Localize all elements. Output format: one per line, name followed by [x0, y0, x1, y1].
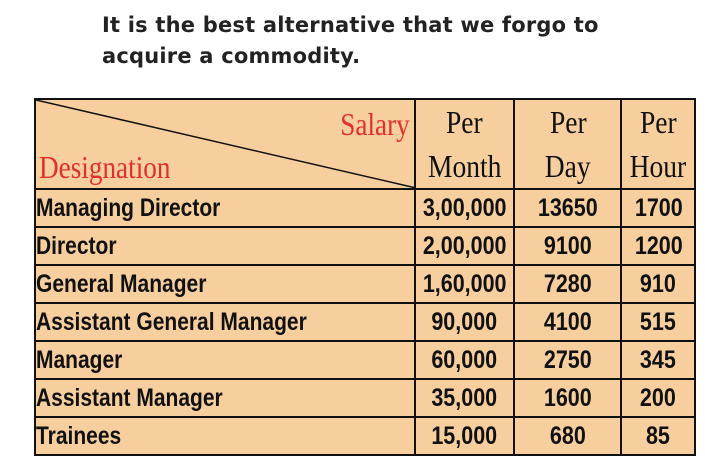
month-value: 60,000 — [431, 345, 498, 374]
hour-cell: 85 — [620, 416, 697, 456]
table-row: General Manager 1,60,000 7280 910 — [34, 264, 697, 304]
designation-cell: Assistant Manager — [34, 378, 416, 418]
hour-value: 910 — [640, 269, 677, 298]
designation-cell: Director — [34, 226, 416, 266]
hour-cell: 910 — [620, 264, 697, 304]
designation-text: Assistant General Manager — [36, 307, 307, 336]
designation-cell: Trainees — [34, 416, 416, 456]
table-row: Director 2,00,000 9100 1200 — [34, 226, 697, 266]
diagonal-divider — [37, 101, 413, 187]
day-cell: 1600 — [513, 378, 623, 418]
col-header-line: Month — [427, 148, 502, 184]
day-value: 9100 — [543, 231, 592, 260]
col-header-per-hour: Per Hour — [620, 98, 697, 190]
month-value: 3,00,000 — [422, 193, 507, 222]
table-row: Managing Director 3,00,000 13650 1700 — [34, 188, 697, 228]
day-cell: 7280 — [513, 264, 623, 304]
intro-line-2: acquire a commodity. — [102, 44, 361, 68]
month-value: 15,000 — [431, 421, 498, 450]
designation-text: Managing Director — [36, 193, 221, 222]
col-header-line: Per — [446, 104, 483, 140]
col-header-line: Hour — [630, 148, 687, 184]
designation-text: Director — [36, 231, 117, 260]
month-cell: 15,000 — [413, 416, 516, 456]
month-value: 1,60,000 — [422, 269, 507, 298]
hour-value: 515 — [640, 307, 677, 336]
designation-text: Trainees — [36, 421, 122, 450]
corner-header-cell: Salary Designation — [34, 98, 416, 190]
designation-text: Manager — [36, 345, 123, 374]
month-cell: 90,000 — [413, 302, 516, 342]
table-row: Trainees 15,000 680 85 — [34, 416, 697, 456]
month-cell: 35,000 — [413, 378, 516, 418]
day-cell: 13650 — [513, 188, 623, 228]
day-value: 7280 — [543, 269, 592, 298]
hour-cell: 1700 — [620, 188, 697, 228]
hour-value: 200 — [640, 383, 677, 412]
intro-line-1: It is the best alternative that we forgo… — [102, 13, 599, 37]
day-value: 680 — [549, 421, 586, 450]
hour-value: 345 — [640, 345, 677, 374]
designation-cell: Managing Director — [34, 188, 416, 228]
month-cell: 3,00,000 — [413, 188, 516, 228]
designation-label: Designation — [39, 149, 171, 185]
hour-value: 1200 — [634, 231, 683, 260]
designation-text: General Manager — [36, 269, 207, 298]
month-value: 90,000 — [431, 307, 498, 336]
table-row: Manager 60,000 2750 345 — [34, 340, 697, 380]
day-cell: 4100 — [513, 302, 623, 342]
month-cell: 1,60,000 — [413, 264, 516, 304]
day-value: 2750 — [543, 345, 592, 374]
salary-table: Salary Designation Per Month Per Day Per… — [34, 98, 697, 456]
month-cell: 60,000 — [413, 340, 516, 380]
hour-value: 1700 — [634, 193, 683, 222]
day-cell: 9100 — [513, 226, 623, 266]
col-header-line: Per — [549, 104, 587, 140]
col-header-per-day: Per Day — [513, 98, 623, 190]
month-value: 35,000 — [431, 383, 498, 412]
col-header-line: Day — [544, 148, 591, 184]
intro-text: It is the best alternative that we forgo… — [102, 10, 662, 72]
day-cell: 2750 — [513, 340, 623, 380]
designation-cell: Assistant General Manager — [34, 302, 416, 342]
day-value: 1600 — [543, 383, 592, 412]
day-value: 4100 — [543, 307, 592, 336]
designation-text: Assistant Manager — [36, 383, 223, 412]
month-cell: 2,00,000 — [413, 226, 516, 266]
hour-cell: 200 — [620, 378, 697, 418]
salary-label: Salary — [340, 106, 410, 142]
month-value: 2,00,000 — [422, 231, 507, 260]
day-value: 13650 — [537, 193, 598, 222]
hour-cell: 515 — [620, 302, 697, 342]
hour-cell: 1200 — [620, 226, 697, 266]
table-row: Assistant General Manager 90,000 4100 51… — [34, 302, 697, 342]
day-cell: 680 — [513, 416, 623, 456]
designation-cell: Manager — [34, 340, 416, 380]
hour-value: 85 — [646, 421, 671, 450]
hour-cell: 345 — [620, 340, 697, 380]
col-header-per-month: Per Month — [413, 98, 516, 190]
designation-cell: General Manager — [34, 264, 416, 304]
col-header-line: Per — [639, 104, 677, 140]
table-row: Assistant Manager 35,000 1600 200 — [34, 378, 697, 418]
table-header-row: Salary Designation Per Month Per Day Per… — [34, 98, 697, 190]
